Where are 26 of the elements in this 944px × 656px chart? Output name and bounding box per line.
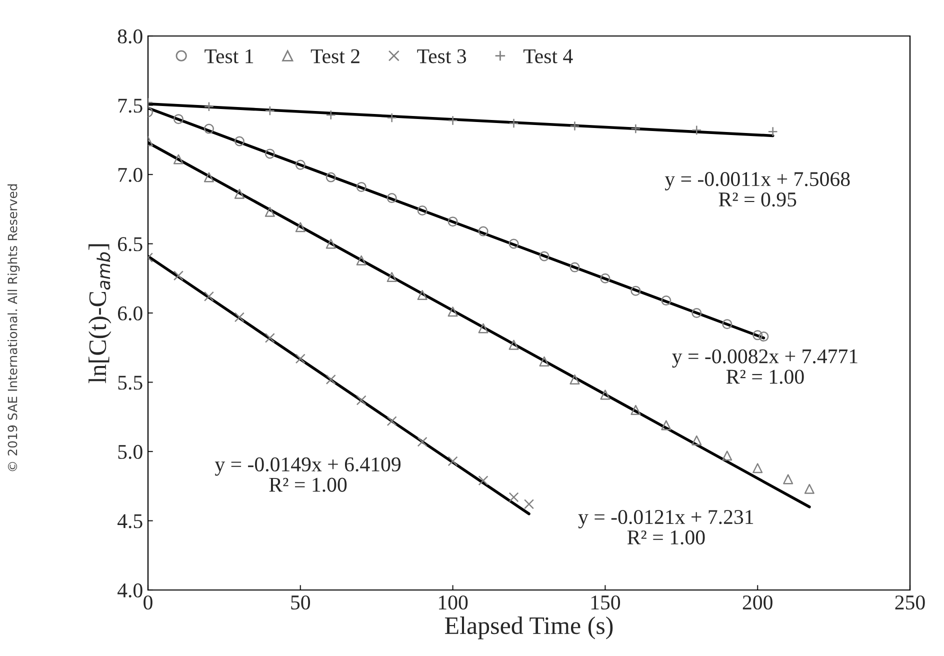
annotation: y = -0.0121x + 7.231 R² = 1.00: [578, 510, 754, 545]
x-tick-label: 250: [895, 595, 925, 610]
legend-label: Test 1: [204, 49, 254, 64]
y-tick-label: 5.5: [118, 376, 142, 390]
legend-label: Test 4: [523, 49, 573, 64]
annotation: y = -0.0011x + 7.5068 R² = 0.95: [664, 172, 850, 207]
y-tick-label: 6.0: [118, 306, 142, 321]
y-tick-label: 4.5: [118, 514, 142, 528]
y-tick-label: 7.5: [118, 98, 142, 113]
x-tick-label: 0: [144, 595, 152, 610]
y-tick-label: 6.5: [118, 237, 142, 252]
x-tick-label: 100: [439, 595, 468, 610]
y-axis-title: ln[C(t)-C$_{amb}$]: [88, 244, 112, 384]
annotation: y = -0.0149x + 6.4109 R² = 1.00: [214, 457, 401, 492]
x-tick-label: 50: [291, 595, 310, 610]
y-tick-label: 7.0: [118, 168, 142, 182]
text: © 2019 SAE International. All Rights Reserved: [8, 184, 20, 472]
y-tick-label: 4.0: [118, 583, 142, 598]
y-tick-label: 8.0: [118, 29, 142, 44]
legend-label: Test 2: [310, 49, 360, 64]
annotation: y = -0.0082x + 7.4771 R² = 1.00: [672, 349, 858, 384]
x-tick-label: 200: [742, 595, 772, 610]
legend-label: Test 3: [417, 49, 466, 64]
x-axis-title: Elapsed Time (s): [444, 616, 613, 640]
y-tick-label: 5.0: [118, 444, 142, 460]
x-tick-label: 150: [591, 595, 620, 610]
